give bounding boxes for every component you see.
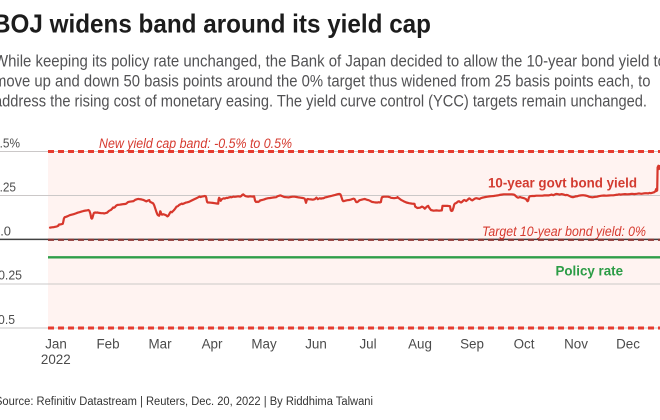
svg-text:Mar: Mar: [148, 337, 172, 352]
svg-text:Target 10-year bond yield: 0%: Target 10-year bond yield: 0%: [482, 224, 646, 239]
svg-text:Jul: Jul: [359, 337, 376, 352]
svg-text:0.0: 0.0: [0, 223, 11, 238]
svg-text:0.25: 0.25: [0, 179, 16, 194]
svg-text:-0.5: -0.5: [0, 312, 15, 327]
svg-text:Apr: Apr: [202, 337, 223, 352]
svg-text:0.5%: 0.5%: [0, 135, 20, 150]
svg-text:While keeping its policy rate: While keeping its policy rate unchanged,…: [0, 53, 660, 71]
svg-text:-0.25: -0.25: [0, 267, 22, 282]
svg-text:BOJ widens band around its yie: BOJ widens band around its yield cap: [0, 9, 431, 39]
svg-text:Source: Refinitiv Datastream |: Source: Refinitiv Datastream | Reuters, …: [0, 396, 373, 408]
svg-text:May: May: [251, 337, 277, 352]
svg-text:10-year govt bond yield: 10-year govt bond yield: [488, 175, 637, 191]
svg-text:address the rising cost of mon: address the rising cost of monetary easi…: [0, 93, 647, 111]
svg-text:Feb: Feb: [96, 337, 119, 352]
svg-text:Policy rate: Policy rate: [556, 263, 624, 279]
svg-text:New yield cap band: -0.5% to 0: New yield cap band: -0.5% to 0.5%: [99, 136, 292, 151]
svg-text:Jun: Jun: [305, 337, 327, 352]
svg-text:Aug: Aug: [408, 337, 432, 352]
svg-text:Jan: Jan: [45, 337, 67, 352]
svg-text:move up and down 50 basis poin: move up and down 50 basis points around …: [0, 73, 651, 91]
svg-text:Sep: Sep: [460, 337, 484, 352]
svg-text:Nov: Nov: [564, 337, 588, 352]
svg-text:Dec: Dec: [616, 337, 640, 352]
svg-text:2022: 2022: [41, 352, 71, 367]
svg-text:Oct: Oct: [514, 337, 535, 352]
